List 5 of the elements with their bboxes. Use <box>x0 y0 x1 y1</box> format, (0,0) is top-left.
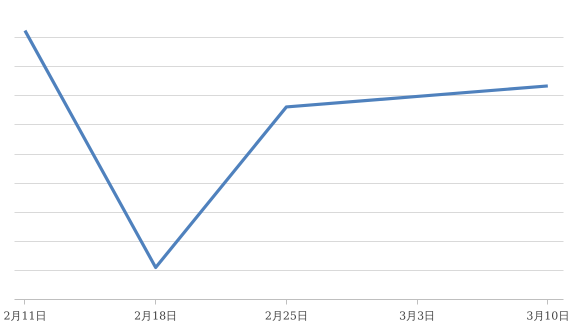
x-tick-label: 2月25日 <box>264 310 308 322</box>
x-tick-label: 3月3日 <box>399 310 436 322</box>
x-tick-label: 2月11日 <box>3 310 46 322</box>
x-tick-label: 3月10日 <box>526 310 570 322</box>
x-tick-label: 2月18日 <box>134 310 178 322</box>
